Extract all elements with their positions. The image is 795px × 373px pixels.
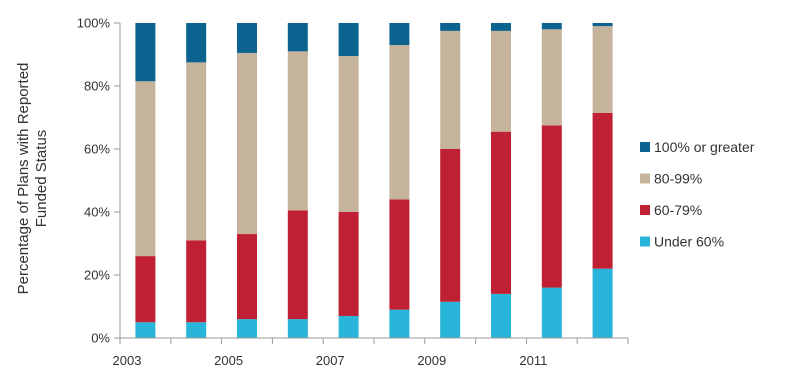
- bar-segment-under-60: [287, 319, 308, 338]
- bar-segment-under-60: [491, 293, 511, 338]
- x-tick-label: 2007: [316, 353, 345, 368]
- bar-segment-100-or-greater: [491, 23, 511, 31]
- bar-segment-80-99: [541, 29, 562, 126]
- y-tick-label: 80%: [84, 79, 110, 94]
- bars: [135, 23, 613, 338]
- y-tick-label: 20%: [84, 268, 110, 283]
- y-axis-label-line: Percentage of Plans with Reported: [15, 63, 32, 295]
- bar-segment-80-99: [237, 52, 257, 235]
- bar-segment-60-79: [592, 112, 613, 269]
- bar-segment-100-or-greater: [592, 23, 613, 27]
- bar-segment-under-60: [338, 315, 359, 338]
- legend-swatch: [640, 173, 650, 184]
- legend: 100% or greater 80-99% 60-79% Under 60%: [640, 139, 755, 250]
- legend-label: 60-79%: [654, 202, 702, 218]
- bar-segment-100-or-greater: [135, 23, 156, 82]
- bar-segment-100-or-greater: [389, 23, 410, 46]
- legend-label: 100% or greater: [654, 139, 755, 155]
- bar-segment-60-79: [541, 125, 562, 288]
- bar-segment-60-79: [237, 234, 257, 320]
- bar-segment-80-99: [592, 26, 613, 113]
- bar-segment-100-or-greater: [287, 23, 308, 52]
- legend-label: 80-99%: [654, 171, 702, 187]
- y-tick-label: 40%: [84, 205, 110, 220]
- bar-segment-60-79: [440, 149, 461, 302]
- x-axis-ticks: 2003 2005 2007 2009 2011: [113, 338, 629, 368]
- bar-segment-60-79: [135, 256, 156, 323]
- legend-swatch: [640, 205, 650, 215]
- bar-segment-80-99: [491, 30, 511, 132]
- bar-segment-under-60: [541, 287, 562, 338]
- y-axis-ticks: 0% 20% 40% 60% 80% 100%: [77, 16, 120, 346]
- bar-segment-60-79: [287, 210, 308, 320]
- y-axis-label-line: Funded Status: [33, 130, 50, 228]
- bar-segment-under-60: [135, 322, 156, 338]
- bar-segment-60-79: [338, 212, 359, 316]
- bar-segment-80-99: [338, 56, 359, 212]
- y-tick-label: 100%: [77, 16, 111, 31]
- x-tick-label: 2005: [214, 353, 243, 368]
- bar-segment-80-99: [389, 45, 410, 200]
- bar-segment-under-60: [440, 301, 461, 338]
- bar-segment-100-or-greater: [338, 23, 359, 57]
- bar-segment-100-or-greater: [237, 23, 257, 53]
- x-tick-label: 2003: [113, 353, 142, 368]
- bar-segment-60-79: [389, 199, 410, 310]
- bar-segment-100-or-greater: [440, 23, 461, 31]
- y-axis-label: Percentage of Plans with Reported Funded …: [15, 63, 50, 295]
- legend-label: Under 60%: [654, 234, 724, 250]
- x-tick-label: 2011: [519, 353, 547, 368]
- bar-segment-80-99: [186, 62, 207, 241]
- y-tick-label: 0%: [91, 331, 110, 346]
- bar-segment-100-or-greater: [541, 23, 562, 30]
- y-tick-label: 60%: [84, 142, 110, 157]
- bar-segment-under-60: [389, 309, 410, 338]
- bar-segment-60-79: [491, 131, 511, 294]
- bar-segment-under-60: [592, 268, 613, 338]
- bar-segment-under-60: [186, 322, 207, 338]
- bar-segment-80-99: [287, 51, 308, 211]
- bar-segment-100-or-greater: [186, 23, 207, 63]
- legend-swatch: [640, 236, 650, 247]
- bar-segment-60-79: [186, 240, 207, 323]
- legend-swatch: [640, 142, 650, 152]
- bar-segment-under-60: [237, 319, 257, 338]
- bar-segment-80-99: [135, 81, 156, 257]
- bar-segment-80-99: [440, 30, 461, 150]
- x-tick-label: 2009: [417, 353, 446, 368]
